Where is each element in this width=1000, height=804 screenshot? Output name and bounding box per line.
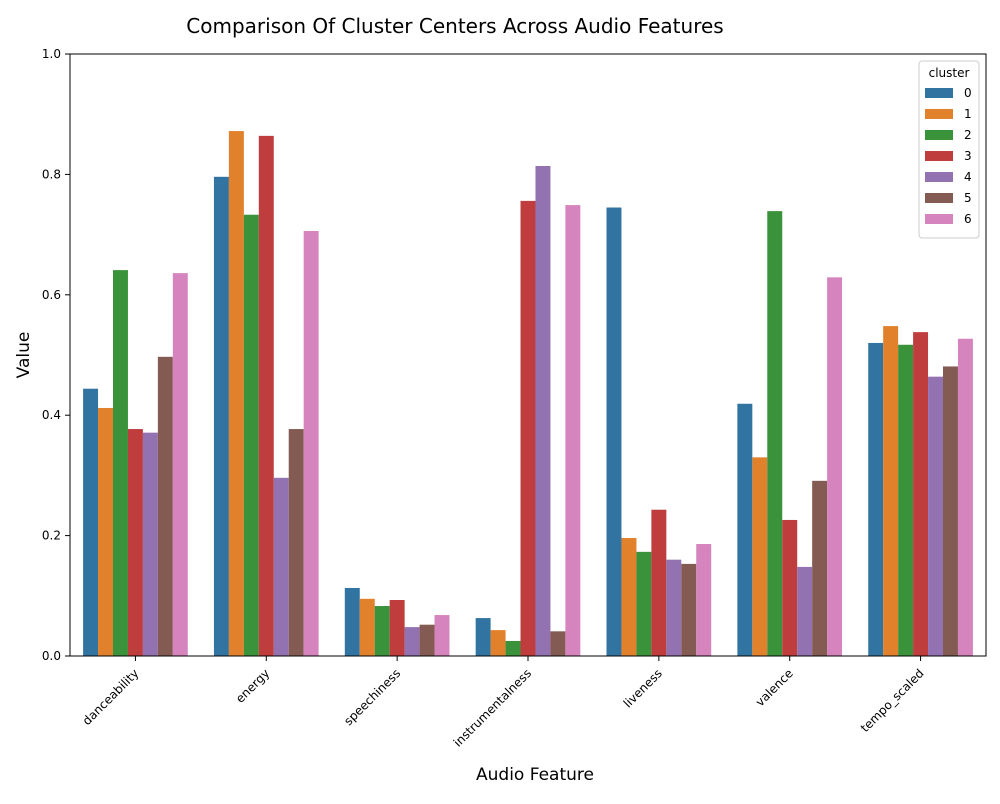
bar-liveness-cluster-0	[606, 207, 622, 656]
bar-danceability-cluster-0	[83, 388, 99, 656]
bar-instrumentalness-cluster-3	[520, 200, 536, 656]
bar-valence-cluster-6	[827, 277, 843, 656]
legend-swatch-2	[925, 130, 953, 140]
bar-tempo_scaled-cluster-2	[898, 344, 914, 656]
legend-swatch-5	[925, 193, 953, 203]
bar-speechiness-cluster-4	[404, 627, 420, 656]
bar-energy-cluster-6	[303, 230, 319, 657]
bar-tempo_scaled-cluster-1	[883, 326, 899, 656]
bar-tempo_scaled-cluster-4	[928, 376, 944, 656]
bar-liveness-cluster-5	[681, 563, 697, 656]
legend-swatch-6	[925, 214, 953, 224]
x-tick-label-speechiness: speechiness	[341, 666, 403, 728]
bar-valence-cluster-1	[752, 457, 768, 656]
bar-speechiness-cluster-5	[419, 624, 435, 656]
bar-instrumentalness-cluster-5	[550, 631, 566, 656]
bar-valence-cluster-4	[797, 566, 813, 656]
y-tick-label: 0.2	[42, 529, 61, 543]
bar-tempo_scaled-cluster-6	[957, 338, 973, 656]
x-tick-label-tempo_scaled: tempo_scaled	[858, 666, 927, 735]
bar-tempo_scaled-cluster-0	[868, 342, 884, 656]
bar-instrumentalness-cluster-0	[475, 618, 491, 656]
bar-energy-cluster-2	[243, 214, 259, 657]
y-tick-label: 1.0	[42, 47, 61, 61]
legend-swatch-0	[925, 88, 953, 98]
y-axis-title: Value	[14, 332, 34, 379]
bar-instrumentalness-cluster-4	[535, 165, 551, 656]
bar-speechiness-cluster-1	[359, 598, 375, 656]
bar-speechiness-cluster-0	[344, 587, 360, 656]
legend-swatch-1	[925, 109, 953, 119]
bar-liveness-cluster-1	[621, 538, 637, 656]
x-tick-label-danceability: danceability	[80, 666, 142, 728]
y-tick-label: 0.8	[42, 167, 61, 181]
bar-speechiness-cluster-3	[389, 600, 405, 656]
x-tick-label-valence: valence	[753, 666, 796, 709]
legend-label-2: 2	[964, 128, 972, 142]
y-tick-label: 0.0	[42, 649, 61, 663]
legend-label-4: 4	[964, 170, 972, 184]
x-tick-label-instrumentalness: instrumentalness	[451, 666, 534, 749]
legend-label-5: 5	[964, 191, 972, 205]
bar-valence-cluster-0	[737, 403, 753, 656]
chart-title: Comparison Of Cluster Centers Across Aud…	[186, 14, 723, 38]
bar-energy-cluster-5	[288, 429, 304, 656]
bar-danceability-cluster-1	[98, 407, 113, 656]
bar-liveness-cluster-4	[666, 559, 682, 656]
x-tick-label-energy: energy	[233, 666, 272, 705]
bar-energy-cluster-0	[213, 176, 229, 656]
bar-speechiness-cluster-2	[374, 606, 390, 656]
bars-layer	[83, 131, 973, 657]
bar-tempo_scaled-cluster-3	[913, 332, 929, 656]
bar-instrumentalness-cluster-6	[565, 205, 581, 656]
bar-danceability-cluster-5	[157, 356, 173, 656]
legend-label-0: 0	[964, 86, 972, 100]
bar-valence-cluster-3	[782, 519, 798, 656]
x-axis-title: Audio Feature	[476, 765, 594, 785]
legend-label-6: 6	[964, 212, 972, 226]
bar-instrumentalness-cluster-1	[490, 630, 506, 656]
y-tick-label: 0.4	[42, 408, 61, 422]
legend-swatch-3	[925, 151, 953, 161]
y-tick-label: 0.6	[42, 288, 61, 302]
bar-liveness-cluster-6	[696, 544, 712, 656]
bar-liveness-cluster-2	[636, 551, 652, 656]
bar-tempo_scaled-cluster-5	[943, 366, 958, 656]
bar-speechiness-cluster-6	[434, 615, 450, 656]
bar-valence-cluster-5	[812, 480, 828, 656]
bar-instrumentalness-cluster-2	[505, 640, 521, 656]
legend-label-1: 1	[964, 107, 972, 121]
x-tick-label-liveness: liveness	[621, 666, 665, 710]
bar-energy-cluster-4	[273, 477, 289, 656]
bar-energy-cluster-3	[258, 135, 274, 656]
legend-title: cluster	[929, 66, 970, 80]
bar-valence-cluster-2	[767, 211, 783, 656]
bar-danceability-cluster-4	[142, 432, 158, 656]
bar-danceability-cluster-3	[127, 429, 143, 656]
legend: cluster 0 1 2 3 4 5 6	[918, 60, 980, 239]
bar-liveness-cluster-3	[651, 509, 667, 656]
bar-energy-cluster-1	[228, 131, 244, 656]
bar-danceability-cluster-6	[172, 273, 188, 656]
bar-danceability-cluster-2	[113, 270, 128, 656]
legend-label-3: 3	[964, 149, 972, 163]
legend-swatch-4	[925, 172, 953, 182]
